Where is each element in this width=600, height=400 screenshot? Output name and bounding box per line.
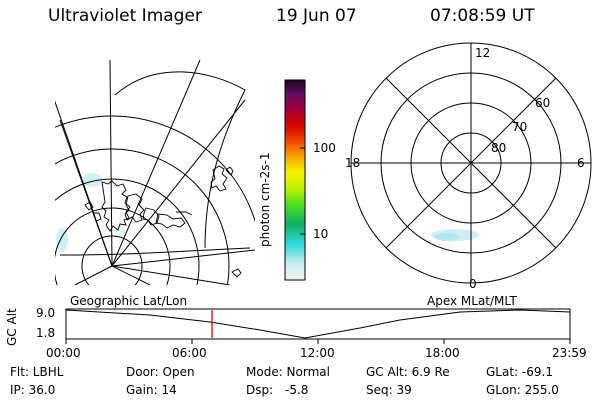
instrument-title: Ultraviolet Imager xyxy=(48,6,202,26)
y-tick-9: 9.0 xyxy=(36,306,56,320)
seq-info: Seq: 39 xyxy=(366,383,412,397)
x-tick-0000: 00:00 xyxy=(46,346,81,360)
aurora-patch xyxy=(435,233,459,241)
colorbar-unit-label: photon cm-2s-1 xyxy=(258,152,272,248)
timeline-panel xyxy=(65,308,571,344)
colorbar-tick-100: 100 xyxy=(313,141,336,155)
lat-label-80: 80 xyxy=(491,141,507,155)
gc-alt-info: GC Alt: 6.9 Re xyxy=(366,365,450,379)
door-info: Door: Open xyxy=(126,365,195,379)
aurora-patch xyxy=(114,225,126,235)
polar-plot xyxy=(350,42,592,284)
x-tick-0600: 06:00 xyxy=(172,346,207,360)
x-tick-1800: 18:00 xyxy=(425,346,460,360)
x-tick-1200: 12:00 xyxy=(300,346,335,360)
colorbar xyxy=(284,79,306,281)
mlt-label-0: 0 xyxy=(469,277,477,291)
dsp-label: Dsp: xyxy=(246,383,274,397)
geographic-map xyxy=(55,59,255,285)
date-label: 19 Jun 07 xyxy=(276,6,357,26)
filter-info: Flt: LBHL xyxy=(10,365,64,379)
mlt-label-6: 6 xyxy=(577,156,585,170)
geographic-title: Geographic Lat/Lon xyxy=(70,294,188,308)
lat-label-70: 70 xyxy=(512,120,528,134)
colorbar-tick-10: 10 xyxy=(313,227,329,241)
glat-info: GLat: -69.1 xyxy=(486,365,553,379)
y-tick-1-8: 1.8 xyxy=(36,326,56,340)
x-tick-2359: 23:59 xyxy=(552,346,587,360)
gain-info: Gain: 14 xyxy=(126,383,177,397)
mlt-label-18: 18 xyxy=(345,156,361,170)
mode-info: Mode: Normal xyxy=(246,365,330,379)
time-label: 07:08:59 UT xyxy=(430,6,535,26)
gc-alt-axis-label: GC Alt xyxy=(5,308,19,346)
mlt-label-12: 12 xyxy=(475,46,491,60)
ip-info: IP: 36.0 xyxy=(10,383,56,397)
dsp-value: -5.8 xyxy=(285,383,309,397)
aurora-patch xyxy=(82,173,102,187)
lat-label-60: 60 xyxy=(535,96,551,110)
aurora-patch xyxy=(56,228,68,252)
apex-title: Apex MLat/MLT xyxy=(427,294,517,308)
altitude-curve xyxy=(65,309,571,339)
glon-info: GLon: 255.0 xyxy=(486,383,559,397)
